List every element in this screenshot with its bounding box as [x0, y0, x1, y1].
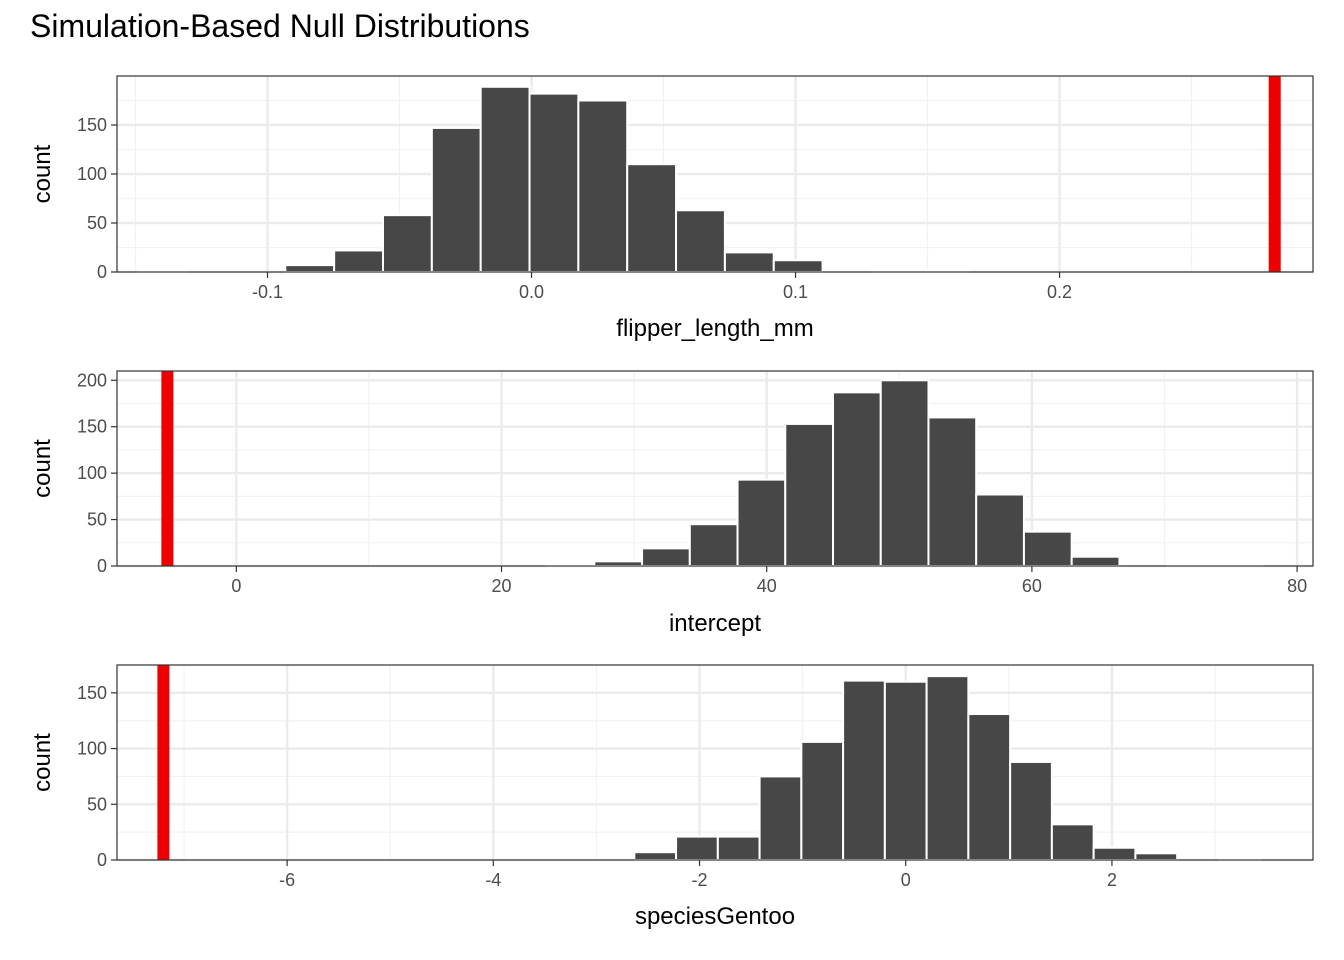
panel-2-histogram-bar: [736, 478, 787, 567]
panel-1-histogram-bar: [479, 85, 531, 273]
panel-3-y-tick-label: 100: [77, 739, 107, 759]
panel-1-y-axis-title: count: [29, 144, 56, 203]
panel-3-histogram-bar: [842, 679, 886, 861]
panel-2-x-axis-title: intercept: [669, 610, 761, 637]
panel-2-x-tick-label: 80: [1287, 576, 1307, 596]
panel-1-x-tick-label: 0.0: [519, 282, 544, 302]
panel-3-x-axis-title: speciesGentoo: [635, 903, 795, 930]
chart-title: Simulation-Based Null Distributions: [30, 8, 530, 44]
panel-3-y-axis-title: count: [29, 733, 56, 792]
panel-2-x-tick-label: 40: [757, 576, 777, 596]
panel-2-histogram-bar: [593, 560, 644, 567]
panel-1-histogram-bar: [430, 126, 482, 273]
panel-3-y-tick-label: 50: [87, 794, 107, 814]
panel-1-y-tick-label: 0: [97, 262, 107, 282]
panel-3-histogram-bar: [967, 713, 1012, 861]
panel-3-x-tick-label: -2: [692, 870, 708, 890]
panel-3-y-tick-label: 150: [77, 683, 107, 703]
panel-1-histogram-bar: [528, 92, 580, 273]
panel-3-histogram-bar: [716, 835, 761, 861]
panel-2-y-tick-label: 0: [97, 556, 107, 576]
panel-1-histogram-bar: [723, 251, 775, 273]
panel-1-histogram-bar: [381, 214, 433, 274]
panel-2-y-tick-label: 50: [87, 510, 107, 530]
panel-1-x-tick-label: 0.1: [783, 282, 808, 302]
panel-2-border: [116, 370, 1314, 567]
panel-1-histogram-bar: [577, 99, 629, 273]
panel-2-x-tick-label: 20: [492, 576, 512, 596]
panel-3-border: [116, 664, 1314, 861]
panel-2-histogram-bar: [1022, 530, 1073, 568]
panel-1-histogram-bar: [626, 163, 678, 273]
panel-3-histogram-bar: [633, 851, 678, 862]
panel-3-histogram-bar: [800, 740, 845, 862]
panel-2-y-tick-label: 100: [77, 463, 107, 483]
panel-3-background: [117, 665, 1313, 860]
panel-3-histogram-bar: [925, 675, 970, 862]
panel-2-histogram-bar: [879, 379, 930, 567]
panel-3-x-tick-label: -4: [485, 870, 501, 890]
panel-2-histogram-bar: [927, 416, 978, 567]
panel-3-histogram-bar: [1092, 846, 1137, 862]
panel-3-histogram-bar: [1134, 852, 1179, 861]
panel-1-y-tick-label: 100: [77, 164, 107, 184]
panel-1-x-axis-title: flipper_length_mm: [616, 315, 813, 342]
panel-3-x-tick-label: 2: [1107, 870, 1117, 890]
panel-3-x-tick-label: -6: [279, 870, 295, 890]
panel-3-y-tick-label: 0: [97, 850, 107, 870]
panel-2-y-tick-label: 150: [77, 417, 107, 437]
panel-3-x-tick-label: 0: [901, 870, 911, 890]
panel-2-histogram-bar: [688, 523, 739, 568]
panel-3-histogram-bar: [883, 680, 928, 862]
panel-3-histogram-bar: [1009, 760, 1053, 862]
panel-1-histogram-bar: [675, 209, 726, 273]
panel-3-histogram-bar: [675, 835, 719, 861]
panel-1-histogram-bar: [772, 259, 824, 273]
panel-1-y-tick-label: 50: [87, 213, 107, 233]
panel-2-histogram-bar: [1070, 555, 1121, 568]
panel-1-histogram-bar: [284, 264, 336, 274]
panel-2-y-tick-label: 200: [77, 370, 107, 390]
panel-1-x-tick-label: -0.1: [252, 282, 283, 302]
panel-2-histogram-bar: [784, 422, 835, 567]
panel-2-histogram-bar: [832, 391, 882, 567]
panel-2-x-tick-label: 0: [231, 576, 241, 596]
panel-2-x-tick-label: 60: [1022, 576, 1042, 596]
panel-2-histogram-bar: [641, 547, 691, 567]
panel-1-histogram-bar: [333, 249, 384, 274]
panel-1-x-tick-label: 0.2: [1047, 282, 1072, 302]
panel-1-y-tick-label: 150: [77, 115, 107, 135]
panel-3-histogram-bar: [758, 775, 803, 862]
panel-2-histogram-bar: [975, 493, 1025, 567]
panel-3-histogram-bar: [1050, 823, 1095, 861]
panel-2-y-axis-title: count: [29, 439, 56, 498]
